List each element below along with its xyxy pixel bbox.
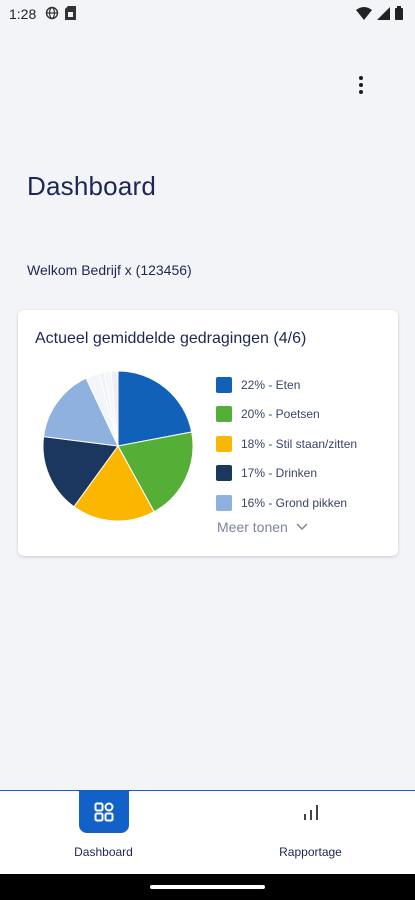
wifi-icon bbox=[356, 6, 372, 20]
nav-rapportage[interactable]: Rapportage bbox=[207, 791, 414, 875]
legend-swatch bbox=[216, 435, 232, 452]
legend-item: 20% - Poetsen bbox=[216, 400, 357, 430]
pie-slice-2 bbox=[73, 445, 155, 522]
bottom-navigation: Dashboard Rapportage bbox=[0, 790, 415, 874]
pie-slice-0 bbox=[117, 370, 193, 447]
pie-slice-1 bbox=[117, 431, 194, 513]
legend-swatch bbox=[216, 465, 232, 482]
behaviour-card: Actueel gemiddelde gedragingen (4/6) 22%… bbox=[18, 310, 398, 556]
behaviour-pie-chart bbox=[42, 370, 194, 522]
pie-slice-8 bbox=[110, 370, 119, 447]
nav-dashboard[interactable]: Dashboard bbox=[0, 791, 207, 875]
chart-legend: 22% - Eten 20% - Poetsen 18% - Stil staan/… bbox=[216, 370, 357, 518]
legend-swatch bbox=[216, 376, 232, 393]
legend-label: 18% - Stil staan/zitten bbox=[241, 436, 358, 451]
legend-label: 17% - Drinken bbox=[241, 466, 318, 481]
legend-label: 16% - Grond pikken bbox=[241, 495, 348, 510]
home-indicator[interactable] bbox=[150, 885, 265, 889]
status-time: 1:28 bbox=[9, 6, 37, 22]
show-more-label: Meer tonen bbox=[217, 519, 288, 535]
battery-icon bbox=[395, 6, 403, 20]
signal-icon bbox=[377, 6, 390, 20]
pie-slice-3 bbox=[42, 436, 119, 508]
card-title: Actueel gemiddelde gedragingen (4/6) bbox=[35, 330, 307, 347]
bar-chart-icon bbox=[303, 805, 318, 820]
welcome-text: Welkom Bedrijf x (123456) bbox=[27, 262, 192, 278]
dashboard-grid-icon bbox=[94, 802, 113, 822]
pie-slice-4 bbox=[43, 377, 119, 447]
more-vert-icon bbox=[359, 76, 363, 80]
legend-item: 22% - Eten bbox=[216, 370, 357, 400]
status-bar: 1:28 bbox=[0, 0, 415, 28]
legend-swatch bbox=[216, 494, 232, 511]
legend-label: 22% - Eten bbox=[241, 377, 301, 392]
sim-card-icon bbox=[65, 6, 76, 20]
chevron-down-icon bbox=[296, 523, 308, 531]
legend-swatch bbox=[216, 406, 232, 423]
legend-item: 18% - Stil staan/zitten bbox=[216, 429, 357, 459]
nav-rapportage-label: Rapportage bbox=[279, 845, 342, 859]
legend-item: 16% - Grond pikken bbox=[216, 488, 357, 518]
legend-item: 17% - Drinken bbox=[216, 459, 357, 489]
gesture-bar bbox=[0, 874, 415, 900]
page-title: Dashboard bbox=[27, 171, 156, 201]
show-more-button[interactable]: Meer tonen bbox=[217, 519, 308, 535]
nav-dashboard-label: Dashboard bbox=[74, 845, 133, 859]
legend-label: 20% - Poetsen bbox=[241, 407, 320, 422]
more-options-button[interactable] bbox=[348, 72, 374, 98]
globe-icon bbox=[45, 6, 59, 20]
